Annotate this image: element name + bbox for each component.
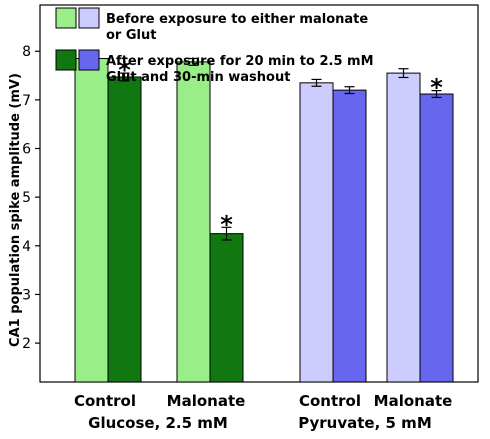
x-tick-label: Malonate [167, 392, 246, 410]
legend-label: After exposure for 20 min to 2.5 mM [106, 54, 374, 69]
significance-star: * [220, 210, 233, 238]
x-tick-label: Malonate [374, 392, 453, 410]
legend-swatch-pyruvate [78, 7, 100, 29]
group-label: Glucose, 2.5 mM [88, 414, 228, 432]
bar-after [332, 89, 367, 383]
legend-swatch-pyruvate [78, 49, 100, 71]
group-label: Pyruvate, 5 mM [298, 414, 432, 432]
y-tick-label: 4 [22, 239, 31, 255]
legend-label: Before exposure to either malonate [106, 12, 368, 27]
significance-star: * [430, 74, 443, 102]
bar-before [74, 58, 109, 383]
bar-before [299, 82, 334, 383]
y-axis-title: CA1 population spike amplitude (mV) [8, 73, 23, 347]
y-tick-label: 2 [22, 336, 31, 352]
bar-before [386, 72, 421, 383]
y-tick-label: 8 [22, 44, 31, 60]
bar-before [176, 61, 211, 383]
bar-after [209, 233, 244, 383]
bars: * Control * Malonate Glucose, 2.5 mM Control *… [74, 54, 454, 432]
x-tick-label: Control [74, 392, 136, 410]
bar-after [419, 93, 454, 383]
y-tick-label: 7 [22, 93, 31, 109]
significance-star: * [118, 56, 131, 84]
y-tick-label: 3 [22, 287, 31, 303]
legend-swatch-glucose [55, 7, 77, 29]
legend-label: or Glut [106, 28, 156, 43]
x-tick-label: Control [299, 392, 361, 410]
y-tick-label: 5 [22, 190, 31, 206]
plot-frame [39, 4, 479, 383]
bar-after [107, 76, 142, 383]
legend-label: Glut and 30-min washout [106, 70, 290, 85]
legend-swatch-glucose [55, 49, 77, 71]
axes: 2 3 4 5 6 7 8 [22, 4, 479, 383]
y-tick-label: 6 [22, 142, 31, 158]
